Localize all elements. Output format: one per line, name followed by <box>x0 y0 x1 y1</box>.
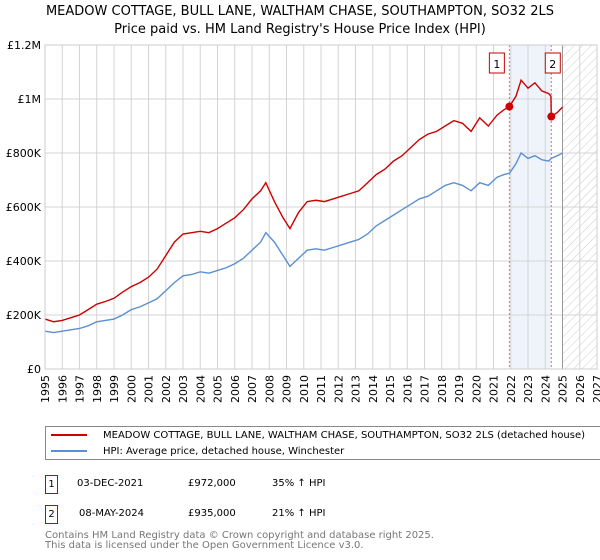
x-tick-label: 2011 <box>315 375 328 403</box>
x-tick-label: 2026 <box>574 375 587 403</box>
sale-marker-box <box>544 52 561 74</box>
legend-swatch-hpi <box>51 450 87 452</box>
x-tick-label: 2014 <box>367 375 380 403</box>
sale-date: 03-DEC-2021 <box>77 478 144 489</box>
y-tick-label: £600K <box>6 201 42 214</box>
x-tick-label: 2004 <box>194 375 207 403</box>
x-tick-label: 2012 <box>332 375 345 403</box>
footer-line2: This data is licensed under the Open Gov… <box>45 540 364 551</box>
y-tick-label: £1M <box>18 93 42 106</box>
sale-point <box>505 102 514 111</box>
footer: Contains HM Land Registry data © Crown c… <box>45 531 434 551</box>
sale-row-2: 2 08-MAY-2024 £935,000 21% ↑ HPI <box>45 505 600 525</box>
x-tick-label: 2023 <box>522 375 535 403</box>
x-tick-label: 2006 <box>229 375 242 403</box>
x-tick-label: 2002 <box>160 375 173 403</box>
sale-price: £935,000 <box>188 508 236 519</box>
chart-title-line2: Price paid vs. HM Land Registry's House … <box>114 22 486 37</box>
x-tick-label: 2010 <box>298 375 311 403</box>
x-tick-label: 2009 <box>281 375 294 403</box>
x-tick-label: 2003 <box>177 375 190 403</box>
x-tick-label: 2018 <box>436 375 449 403</box>
chart-title-line1: MEADOW COTTAGE, BULL LANE, WALTHAM CHASE… <box>45 4 555 19</box>
y-tick-label: £1.2M <box>7 39 41 52</box>
x-tick-label: 2001 <box>143 375 156 403</box>
hpi-line <box>44 151 563 334</box>
sale-marker-label: 1 <box>493 58 500 71</box>
x-tick-label: 2021 <box>488 375 501 403</box>
x-tick-label: 2027 <box>591 375 600 403</box>
x-tick-label: 1998 <box>91 375 104 403</box>
x-tick-label: 2008 <box>263 375 276 403</box>
sale-date: 08-MAY-2024 <box>79 508 145 519</box>
price-chart: 1995 1996 1997 1998 1999 2000 2001 2002 2003 2004… <box>6 39 600 403</box>
x-tick-label: 2005 <box>212 375 225 403</box>
x-tick-label: 2013 <box>350 375 363 403</box>
plot-border <box>44 44 598 370</box>
y-tick-label: £800K <box>6 147 42 160</box>
x-tick-label: 1997 <box>74 375 87 403</box>
sale-price: £972,000 <box>188 478 236 489</box>
sale-hpi-delta: 21% ↑ HPI <box>272 508 326 519</box>
legend-label-hpi: HPI: Average price, detached house, Winc… <box>103 445 345 457</box>
y-tick-label: £400K <box>6 255 42 268</box>
x-tick-label: 1995 <box>39 375 52 403</box>
property-price-line <box>44 78 564 323</box>
x-tick-label: 2017 <box>419 375 432 403</box>
footer-line1: Contains HM Land Registry data © Crown c… <box>45 530 434 541</box>
sale-row-1: 1 03-DEC-2021 £972,000 35% ↑ HPI <box>45 475 600 495</box>
x-tick-label: 1999 <box>108 375 121 403</box>
x-tick-label: 2024 <box>539 375 552 403</box>
sale-marker-box <box>488 52 505 74</box>
sale-marker-label: 2 <box>549 58 556 71</box>
x-tick-label: 2020 <box>470 375 483 403</box>
x-tick-label: 2000 <box>125 375 138 403</box>
x-tick-label: 1996 <box>56 375 69 403</box>
legend-label-property: MEADOW COTTAGE, BULL LANE, WALTHAM CHASE… <box>103 429 586 441</box>
x-tick-label: 2022 <box>505 375 518 403</box>
y-tick-label: £0 <box>27 363 41 376</box>
legend-swatch-property <box>51 434 87 436</box>
sale-marker-label: 1 <box>45 475 58 494</box>
sale-hpi-delta: 35% ↑ HPI <box>272 478 326 489</box>
x-tick-label: 2015 <box>384 375 397 403</box>
x-tick-label: 2025 <box>557 375 570 403</box>
x-tick-label: 2019 <box>453 375 466 403</box>
x-tick-label: 2016 <box>401 375 414 403</box>
x-tick-label: 2007 <box>246 375 259 403</box>
legend: MEADOW COTTAGE, BULL LANE, WALTHAM CHASE… <box>45 426 600 460</box>
sale-point <box>547 112 556 121</box>
sale-marker-label: 2 <box>45 505 58 524</box>
y-tick-label: £200K <box>6 309 42 322</box>
